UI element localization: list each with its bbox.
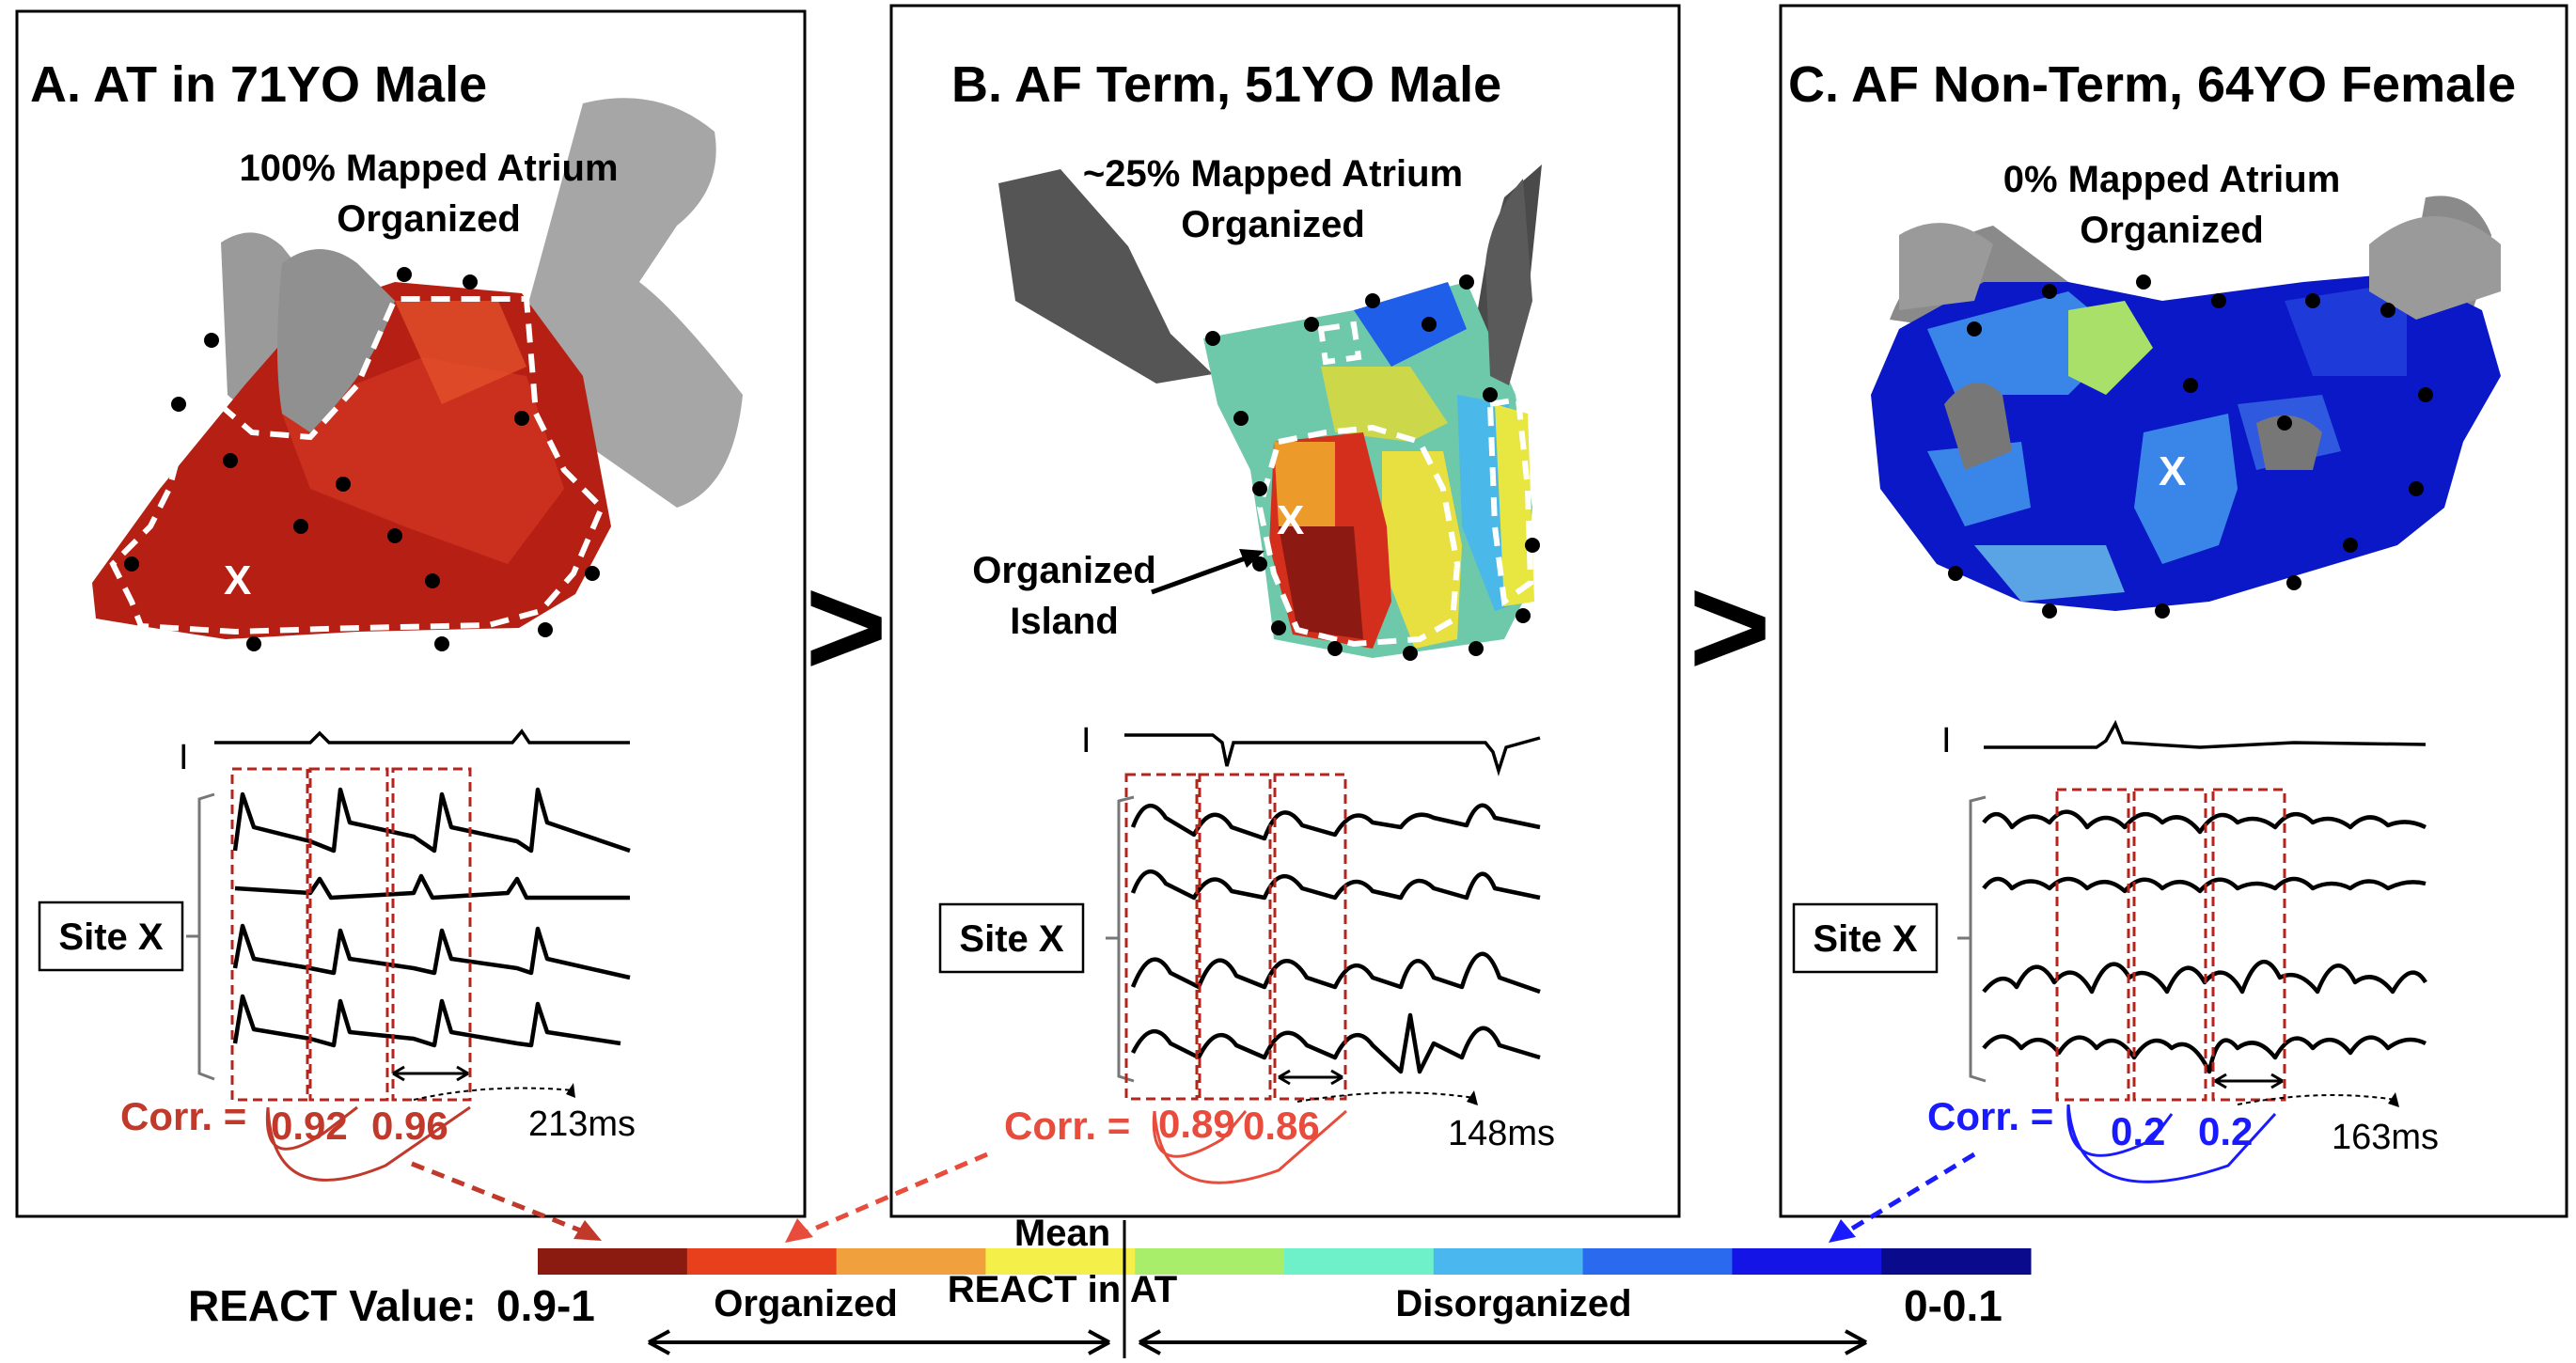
colorbar-segment — [1284, 1248, 1435, 1275]
panel-b-site-marker: X — [1277, 497, 1304, 543]
colorbar-segment — [1582, 1248, 1733, 1275]
panel-b-corr-arcs — [1152, 1109, 1347, 1184]
panel-a-cycle-length: 213ms — [528, 1104, 636, 1144]
colorbar-segment — [1881, 1248, 2032, 1275]
panel-b: B. AF Term, 51YO Male X ~25% Mapped Atri — [889, 4, 1681, 1218]
colorbar-segment — [1135, 1248, 1285, 1275]
colorbar-segment — [1732, 1248, 1882, 1275]
comparison-symbol-ab: > — [805, 547, 887, 705]
panel-b-corr-value-2: 0.86 — [1243, 1104, 1320, 1148]
panel-c-map-caption-2: Organized — [2080, 210, 2264, 251]
panel-c-map-caption-1: 0% Mapped Atrium — [2003, 159, 2341, 200]
panel-a-window-3 — [391, 767, 472, 1102]
pointer-arrows — [411, 1152, 1976, 1243]
panel-b-cycle-length: 148ms — [1448, 1114, 1555, 1153]
panel-a-window-1 — [230, 767, 309, 1102]
panel-c-window-3 — [2211, 788, 2286, 1102]
mean-label-2: REACT in AT — [948, 1269, 1177, 1310]
panel-c-corr-arcs — [2066, 1104, 2277, 1183]
colorbar-segment — [1433, 1248, 1584, 1275]
panel-a-window-2 — [308, 767, 389, 1102]
panel-c-site-marker: X — [2159, 448, 2186, 494]
panel-c-site-label: Site X — [1813, 918, 1917, 960]
panel-c-window-2 — [2132, 788, 2207, 1102]
panel-a-corr-arcs — [265, 1105, 471, 1182]
panel-c-atrium-map: X — [1871, 196, 2501, 619]
mean-label-1: Mean — [1014, 1213, 1110, 1254]
panel-a-map-caption-2: Organized — [337, 198, 521, 240]
panel-a-ecg-trace — [214, 728, 630, 744]
colorbar-segment — [836, 1248, 986, 1275]
panel-b-title: B. AF Term, 51YO Male — [951, 56, 1501, 113]
panel-a-cycle-arrow — [392, 1065, 469, 1082]
panel-a-site-box — [38, 901, 184, 972]
panel-c-cycle-length: 163ms — [2332, 1118, 2439, 1157]
panel-c-ecg-label: I — [1941, 721, 1952, 760]
panel-b-island-arrow — [1151, 554, 1251, 595]
panel-b-atrium-map: X — [998, 164, 1542, 661]
panel-b-island-label-2: Island — [1010, 601, 1119, 642]
panel-a-site-brace — [186, 792, 215, 1081]
panel-a-map-caption-1: 100% Mapped Atrium — [239, 148, 618, 189]
disorganized-range-arrow — [1139, 1329, 1867, 1355]
panel-b-ecg-trace — [1124, 733, 1541, 776]
panel-a-atrium-map: X — [92, 98, 743, 651]
panel-b-corr-label: Corr. = — [1004, 1104, 1130, 1148]
panel-c-site-brace — [1957, 795, 1987, 1083]
colorbar-segments — [538, 1248, 2032, 1275]
panel-b-map-caption-1: ~25% Mapped Atrium — [1083, 153, 1463, 195]
panel-a: A. AT in 71YO Male X 100% Mapped Atrium … — [15, 9, 807, 1218]
panel-a-site-marker: X — [224, 557, 251, 603]
panel-a-corr-label: Corr. = — [120, 1094, 246, 1138]
panel-c-ecg-trace — [1984, 719, 2427, 749]
panel-c-corr-label: Corr. = — [1927, 1094, 2053, 1138]
disorganized-label: Disorganized — [1395, 1283, 1631, 1324]
organized-range-arrow — [648, 1329, 1110, 1355]
react-low-value: 0-0.1 — [1904, 1281, 2003, 1330]
panel-b-map-caption-2: Organized — [1181, 204, 1365, 245]
panel-b-ecg-label: I — [1081, 721, 1092, 760]
react-value-label: REACT Value: — [188, 1281, 477, 1330]
colorbar-segment — [985, 1248, 1136, 1275]
panel-a-ecg-label: I — [179, 738, 189, 777]
panel-c-electrograms: I Site X — [1792, 719, 2427, 1107]
panel-b-site-box — [938, 902, 1085, 974]
panel-b-window-2 — [1198, 773, 1272, 1101]
panel-b-island-label-1: Organized — [972, 550, 1156, 591]
panel-a-electrograms: I Site X — [38, 728, 631, 1102]
panel-c: C. AF Non-Term, 64YO Female X 0% Mapped … — [1779, 4, 2568, 1218]
panel-a-corr-value-2: 0.96 — [371, 1104, 448, 1148]
comparison-symbol-bc: > — [1689, 547, 1771, 705]
panel-a-site-label: Site X — [58, 916, 163, 958]
organized-label: Organized — [714, 1283, 898, 1324]
panel-c-title: C. AF Non-Term, 64YO Female — [1788, 56, 2516, 113]
react-high-value: 0.9-1 — [496, 1281, 595, 1330]
panel-b-site-label: Site X — [959, 918, 1063, 960]
panel-b-electrograms: I Site X — [938, 721, 1541, 1105]
react-colorbar: Mean REACT in AT REACT Value: 0.9-1 0-0.… — [188, 1213, 2032, 1358]
colorbar-segment — [538, 1248, 688, 1275]
colorbar-segment — [686, 1248, 838, 1275]
panel-c-site-box — [1792, 902, 1939, 974]
panel-c-window-1 — [2055, 788, 2130, 1102]
panel-c-cycle-arrow — [2214, 1073, 2284, 1089]
panel-b-cycle-arrow — [1278, 1069, 1343, 1086]
panel-a-title: A. AT in 71YO Male — [30, 56, 487, 113]
panel-b-window-1 — [1124, 773, 1199, 1101]
panel-c-corr-value-2: 0.2 — [2198, 1109, 2253, 1153]
